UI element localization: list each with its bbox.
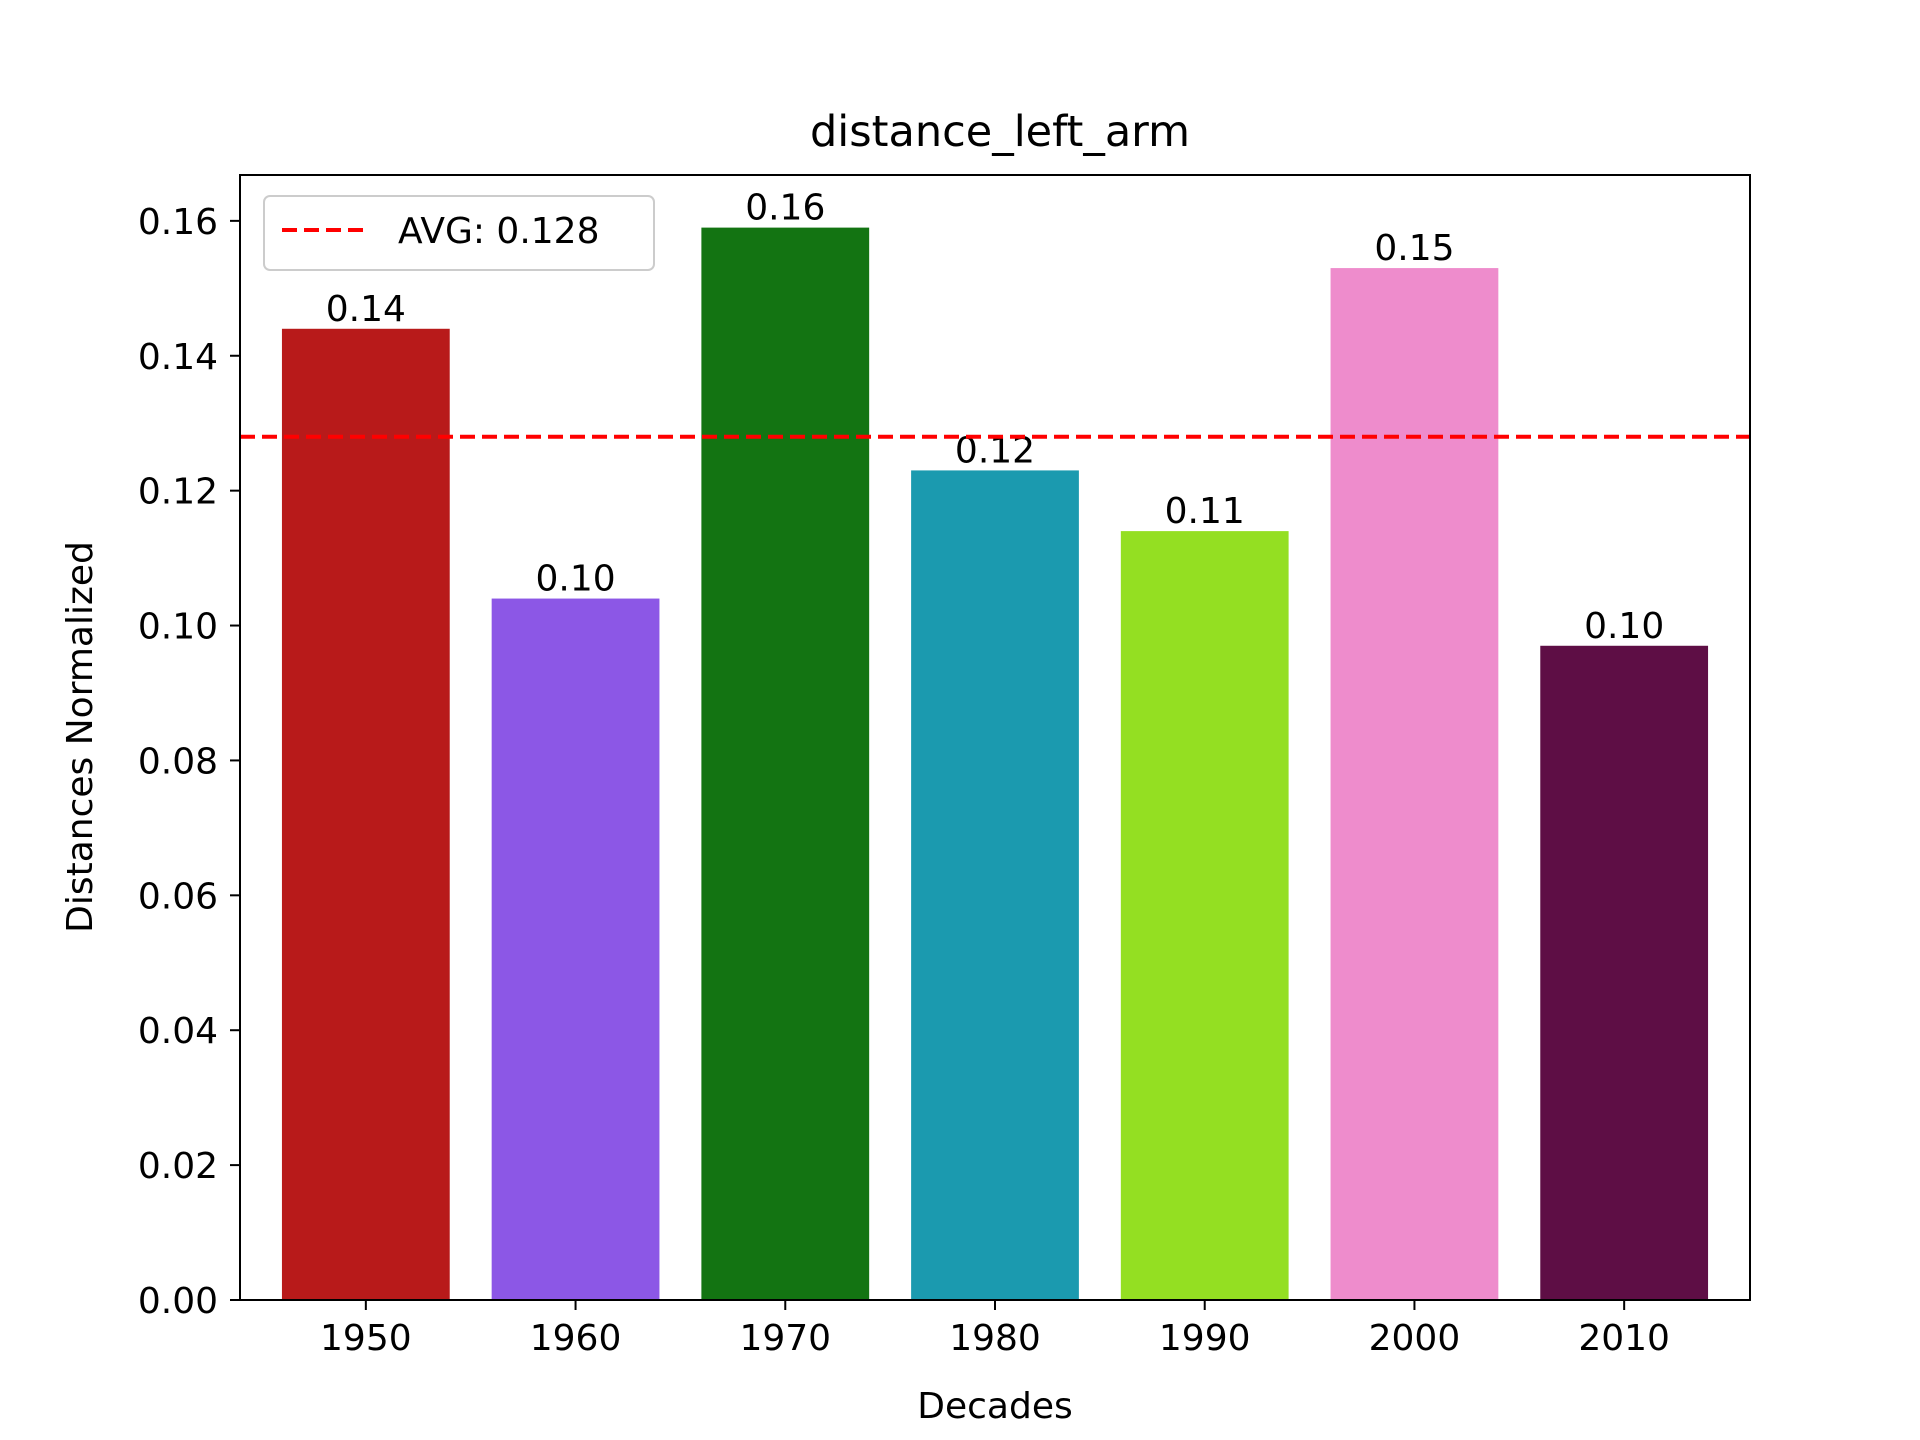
bar-2010: [1540, 645, 1709, 1300]
data-label-2010: 0.10: [1584, 606, 1664, 647]
bar-2000: [1330, 268, 1499, 1300]
y-tick-label: 0.14: [138, 337, 218, 378]
data-label-1960: 0.10: [535, 559, 615, 600]
chart-title: distance_left_arm: [810, 107, 1190, 157]
bar-1980: [911, 470, 1079, 1300]
legend-box: [263, 195, 655, 271]
data-label-1990: 0.11: [1165, 491, 1245, 532]
legend-average-label: AVG: 0.128: [398, 211, 599, 252]
y-tick-label: 0.06: [138, 876, 218, 917]
legend: AVG: 0.128: [263, 195, 655, 271]
bar-1950: [281, 328, 450, 1300]
data-label-1970: 0.16: [745, 188, 825, 229]
bar-1960: [491, 598, 660, 1300]
y-tick-label: 0.10: [138, 607, 218, 648]
x-tick-label-1950: 1950: [320, 1318, 412, 1359]
y-tick-label: 0.02: [138, 1146, 218, 1187]
data-label-1950: 0.14: [326, 289, 406, 330]
y-tick-label: 0.16: [138, 202, 218, 243]
y-tick-label: 0.00: [138, 1281, 218, 1322]
x-axis-label: Decades: [917, 1386, 1072, 1427]
y-tick-label: 0.04: [138, 1011, 218, 1052]
x-tick-label-1960: 1960: [530, 1318, 622, 1359]
y-tick-label: 0.12: [138, 472, 218, 513]
x-axis: 1950 1960 1970 1980 1990 2000 2010: [320, 1300, 1670, 1359]
bar-1970: [701, 227, 870, 1300]
x-tick-label-2000: 2000: [1369, 1318, 1461, 1359]
x-tick-label-1970: 1970: [739, 1318, 831, 1359]
x-tick-label-1980: 1980: [949, 1318, 1041, 1359]
y-tick-label: 0.08: [138, 741, 218, 782]
bar-1990: [1120, 531, 1289, 1300]
data-labels-group: 0.140.100.160.120.110.150.10: [326, 188, 1664, 647]
y-axis-label: Distances Normalized: [60, 541, 101, 933]
x-tick-label-2010: 2010: [1578, 1318, 1670, 1359]
data-label-2000: 0.15: [1374, 228, 1454, 269]
bars-group: [281, 227, 1709, 1300]
x-tick-label-1990: 1990: [1159, 1318, 1251, 1359]
y-axis: 0.00 0.02 0.04 0.06 0.08 0.10 0.12 0.14 0.16: [138, 202, 240, 1322]
